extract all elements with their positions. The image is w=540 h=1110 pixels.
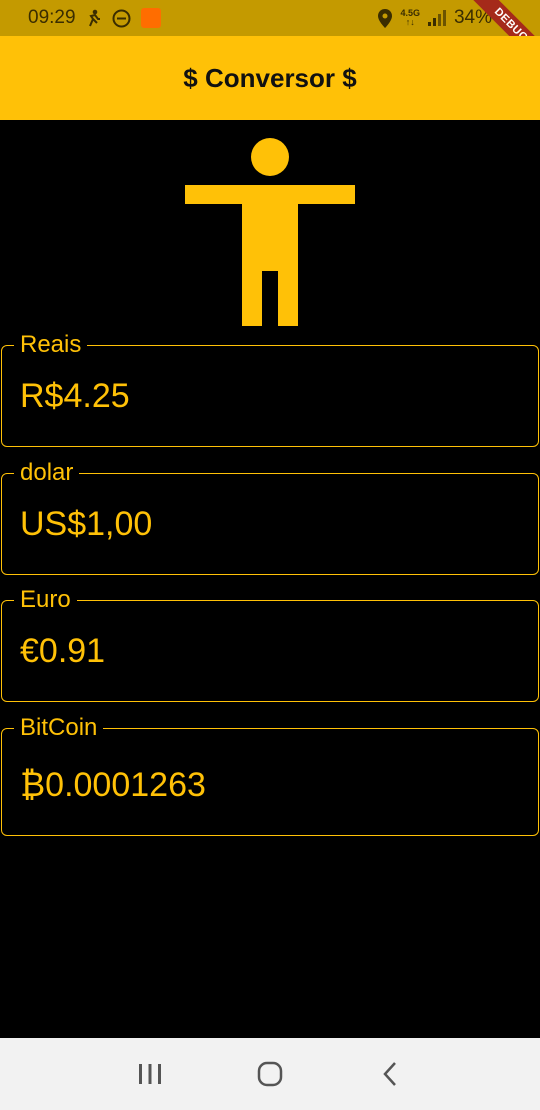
do-not-disturb-icon xyxy=(112,9,131,28)
battery-percent: 34% xyxy=(453,7,492,28)
home-icon[interactable] xyxy=(240,1044,300,1104)
page-title: $ Conversor $ xyxy=(183,62,357,93)
network-arrows: ↑↓ xyxy=(405,17,415,27)
euro-field[interactable]: Euro xyxy=(1,586,539,702)
euro-input[interactable] xyxy=(20,631,500,671)
signal-icon xyxy=(427,10,446,26)
reais-field[interactable]: Reais xyxy=(1,331,539,447)
accessibility-icon xyxy=(184,138,356,328)
dolar-field[interactable]: dolar xyxy=(1,459,539,575)
dolar-field-label: dolar xyxy=(14,459,80,487)
bitcoin-input[interactable] xyxy=(20,765,500,805)
reais-input[interactable] xyxy=(20,376,500,416)
reais-field-label: Reais xyxy=(14,331,88,359)
app-bar: $ Conversor $ xyxy=(0,36,540,120)
runner-notification-icon xyxy=(86,9,102,27)
status-time: 09:29 xyxy=(28,7,76,28)
location-icon xyxy=(378,8,393,28)
bitcoin-field-label: BitCoin xyxy=(14,714,104,742)
system-nav-bar xyxy=(0,1038,540,1110)
recents-icon[interactable] xyxy=(120,1044,180,1104)
back-icon[interactable] xyxy=(360,1044,420,1104)
dolar-input[interactable] xyxy=(20,504,500,544)
euro-field-label: Euro xyxy=(14,586,77,614)
app-notification-icon xyxy=(140,8,161,28)
network-type-icon: 4.5G ↑↓ xyxy=(400,9,420,27)
status-bar: 09:29 4.5G ↑↓ 34% xyxy=(0,0,540,36)
network-type-label: 4.5G xyxy=(400,8,420,18)
bitcoin-field[interactable]: BitCoin xyxy=(1,714,539,836)
